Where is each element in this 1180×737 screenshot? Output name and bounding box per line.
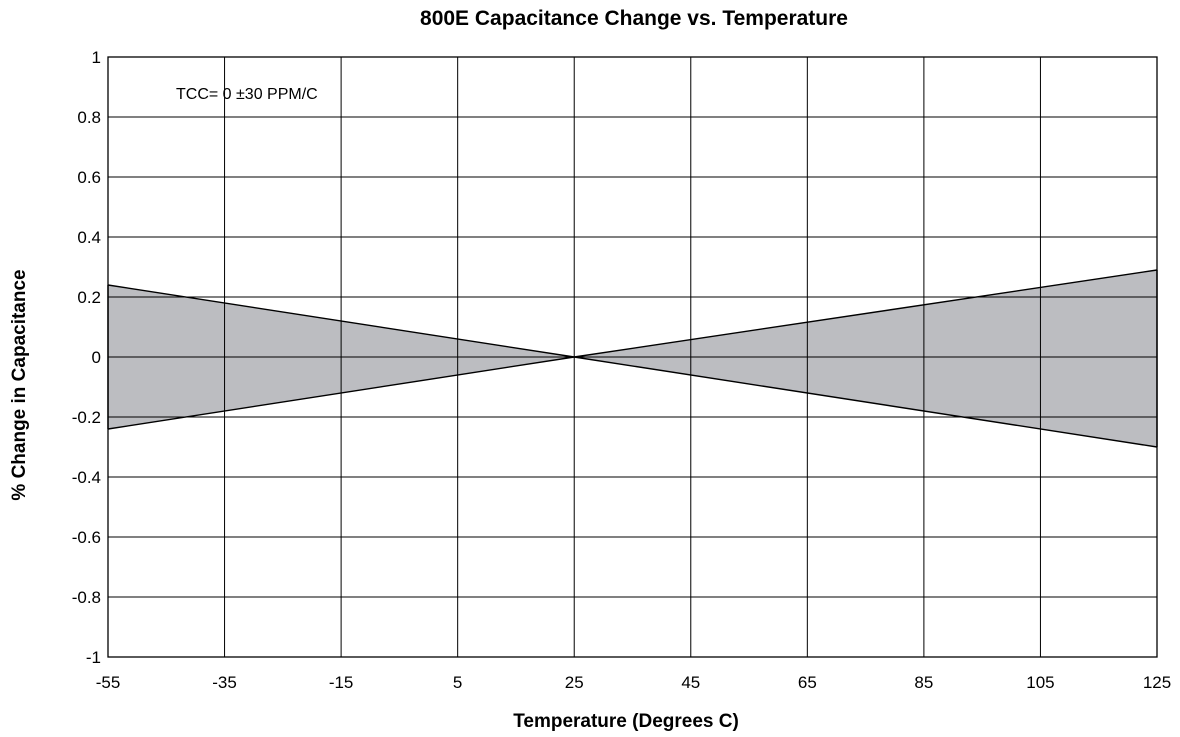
tolerance-band-area	[108, 270, 1157, 447]
x-axis-tick-labels: -55 -35 -15 5 25 45 65 85 105 125	[96, 673, 1171, 692]
lower-limit-line	[107, 356, 1158, 448]
y-tick-label: 1	[92, 48, 101, 67]
y-tick-label: -0.8	[72, 588, 101, 607]
x-tick-label: -35	[212, 673, 237, 692]
y-tick-label: 0	[92, 348, 101, 367]
y-tick-label: 0.8	[77, 108, 101, 127]
annotation-tcc: TCC= 0 ±30 PPM/C	[176, 86, 318, 103]
x-tick-label: 85	[914, 673, 933, 692]
y-tick-label: -0.4	[72, 468, 101, 487]
y-tick-label: 0.2	[77, 288, 101, 307]
x-tick-label: 65	[798, 673, 817, 692]
y-tick-label: 0.4	[77, 228, 101, 247]
x-tick-label: 25	[565, 673, 584, 692]
x-tick-label: 45	[681, 673, 700, 692]
x-tick-label: -55	[96, 673, 121, 692]
y-axis-tick-labels: -1 -0.8 -0.6 -0.4 -0.2 0 0.2 0.4 0.6 0.8 1	[72, 48, 101, 667]
chart-title: 800E Capacitance Change vs. Temperature	[420, 7, 848, 30]
x-tick-label: 125	[1143, 673, 1171, 692]
y-tick-label: 0.6	[77, 168, 101, 187]
x-tick-label: 105	[1026, 673, 1054, 692]
y-axis-title: % Change in Capacitance	[9, 269, 30, 500]
y-tick-label: -0.2	[72, 408, 101, 427]
y-tick-label: -1	[86, 648, 101, 667]
x-tick-label: -15	[329, 673, 354, 692]
x-tick-label: 5	[453, 673, 462, 692]
plot-frame	[107, 56, 1158, 658]
grid-lines	[108, 57, 1157, 657]
y-tick-label: -0.6	[72, 528, 101, 547]
tolerance-band	[108, 270, 1157, 447]
x-axis-title: Temperature (Degrees C)	[513, 711, 739, 732]
